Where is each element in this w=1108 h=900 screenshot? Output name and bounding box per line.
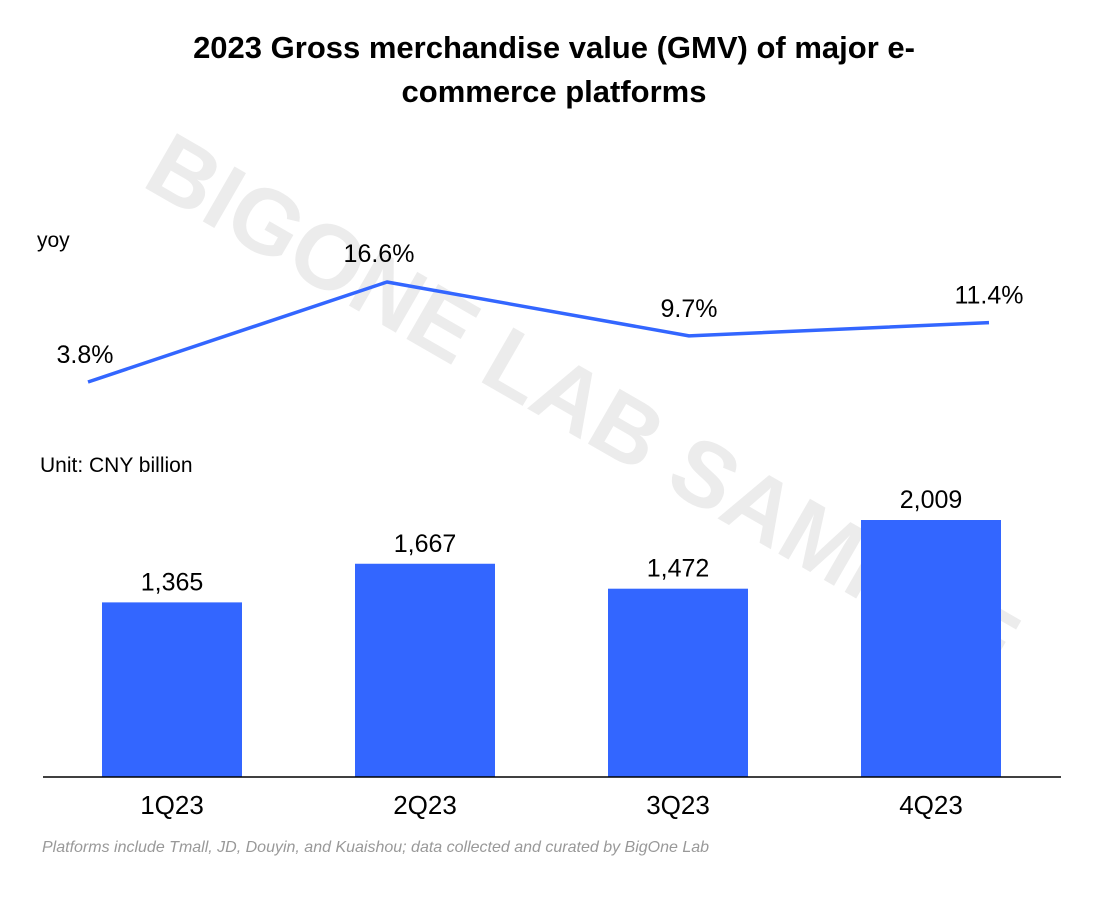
gmv-bar-chart: 1,365 1,667 1,472 2,009 [102,486,1001,777]
bar-value-label: 2,009 [900,486,963,514]
x-tick-label: 4Q23 [899,790,963,820]
yoy-series-line [87,280,990,384]
x-tick-label: 1Q23 [140,790,204,820]
line-axis-label: yoy [37,229,70,252]
x-tick-label: 2Q23 [393,790,457,820]
chart-title-line-2: commerce platforms [402,74,707,109]
bar-unit-label: Unit: CNY billion [40,454,193,477]
bar-4q23 [861,520,1001,777]
yoy-value-label: 11.4% [954,282,1023,310]
chart-title-line-1: 2023 Gross merchandise value (GMV) of ma… [193,30,915,65]
bar-3q23 [608,588,748,777]
bar-value-label: 1,365 [141,568,204,596]
source-note: Platforms include Tmall, JD, Douyin, and… [42,839,709,856]
x-axis-tick-labels: 1Q23 2Q23 3Q23 4Q23 [140,790,963,820]
yoy-value-label: 3.8% [57,341,114,369]
yoy-line-chart: 3.8% 16.6% 9.7% 11.4% [57,240,1024,384]
yoy-value-label: 9.7% [661,295,718,323]
bar-1q23 [102,602,242,777]
bar-value-label: 1,472 [647,555,710,583]
x-tick-label: 3Q23 [646,790,710,820]
bar-2q23 [355,563,495,777]
yoy-value-label: 16.6% [344,240,415,268]
bar-value-label: 1,667 [394,530,457,558]
